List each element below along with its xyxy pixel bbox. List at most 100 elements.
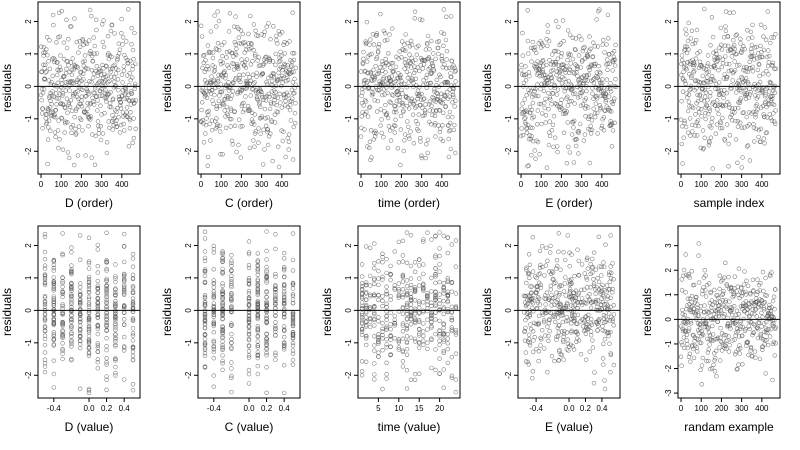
data-point — [543, 120, 548, 125]
data-point — [54, 96, 59, 101]
data-point — [714, 51, 719, 56]
data-point — [753, 114, 758, 120]
data-point — [596, 317, 601, 323]
data-point — [772, 119, 777, 124]
data-point — [77, 334, 83, 339]
data-point — [712, 356, 718, 361]
data-point — [131, 56, 136, 62]
data-point — [248, 93, 253, 98]
data-point — [425, 302, 430, 307]
data-point — [771, 102, 777, 108]
data-point — [396, 340, 401, 345]
data-point — [721, 332, 727, 338]
data-point — [567, 289, 573, 294]
data-point — [274, 78, 280, 84]
data-point — [86, 300, 92, 305]
data-point — [565, 94, 570, 100]
data-point — [429, 275, 434, 281]
data-point — [757, 79, 763, 85]
data-point — [51, 299, 56, 304]
data-point — [526, 332, 532, 337]
data-point — [74, 64, 79, 69]
data-point — [69, 67, 74, 73]
data-point — [376, 341, 381, 346]
data-point — [82, 109, 87, 115]
data-point — [725, 74, 730, 80]
y-tick-label: -3 — [664, 389, 673, 397]
data-point — [255, 326, 260, 331]
data-point — [366, 70, 371, 76]
data-point — [400, 273, 406, 278]
data-point — [586, 72, 592, 77]
data-point — [546, 90, 551, 96]
data-point — [387, 99, 392, 104]
data-point — [728, 326, 733, 331]
data-point — [709, 15, 715, 20]
data-point — [684, 338, 689, 343]
data-point — [732, 59, 737, 64]
data-point — [397, 97, 402, 103]
data-point — [69, 341, 74, 347]
data-point — [421, 288, 426, 293]
data-point — [104, 268, 109, 273]
data-point — [69, 319, 74, 325]
data-point — [606, 94, 612, 99]
data-point — [427, 46, 432, 52]
data-point — [121, 303, 127, 308]
data-point — [47, 38, 52, 43]
data-point — [110, 96, 116, 102]
data-point — [689, 75, 694, 81]
data-point — [723, 9, 729, 14]
data-point — [384, 292, 389, 297]
data-point — [417, 263, 422, 268]
data-point — [232, 39, 238, 45]
data-point — [579, 287, 584, 293]
data-point — [211, 330, 217, 335]
data-point — [595, 44, 601, 49]
data-point — [601, 316, 607, 321]
data-point — [51, 312, 56, 317]
data-point — [87, 79, 92, 84]
data-point — [558, 41, 564, 46]
data-point — [706, 69, 711, 75]
data-point — [735, 316, 740, 321]
data-point — [121, 287, 127, 293]
x-tick-label: 0 — [519, 180, 524, 189]
data-point — [453, 327, 459, 333]
data-point — [405, 63, 410, 69]
data-point — [104, 300, 109, 305]
data-point — [571, 309, 576, 314]
data-point — [601, 115, 606, 120]
data-point — [380, 274, 385, 280]
data-point — [220, 291, 225, 296]
data-point — [700, 73, 705, 79]
data-point — [264, 303, 269, 308]
data-point — [527, 275, 532, 281]
data-point — [95, 290, 101, 296]
data-point — [527, 110, 533, 115]
data-point — [561, 250, 566, 255]
data-point — [376, 337, 381, 343]
data-point — [132, 30, 137, 36]
data-point — [229, 293, 234, 298]
data-point — [246, 281, 252, 286]
data-point — [739, 47, 745, 52]
data-point — [220, 281, 225, 286]
data-point — [369, 51, 374, 57]
data-point — [412, 16, 417, 21]
data-point — [724, 122, 730, 127]
data-point — [359, 300, 365, 305]
data-point — [593, 299, 598, 305]
data-point — [611, 57, 616, 62]
data-point — [222, 108, 227, 113]
data-point — [558, 301, 563, 307]
data-point — [770, 63, 775, 68]
data-point — [544, 290, 550, 295]
data-point — [40, 125, 45, 131]
data-point — [202, 309, 208, 314]
data-point — [204, 116, 209, 121]
data-point — [113, 364, 118, 370]
data-point — [86, 328, 92, 333]
data-point — [290, 315, 296, 320]
data-point — [364, 315, 369, 320]
